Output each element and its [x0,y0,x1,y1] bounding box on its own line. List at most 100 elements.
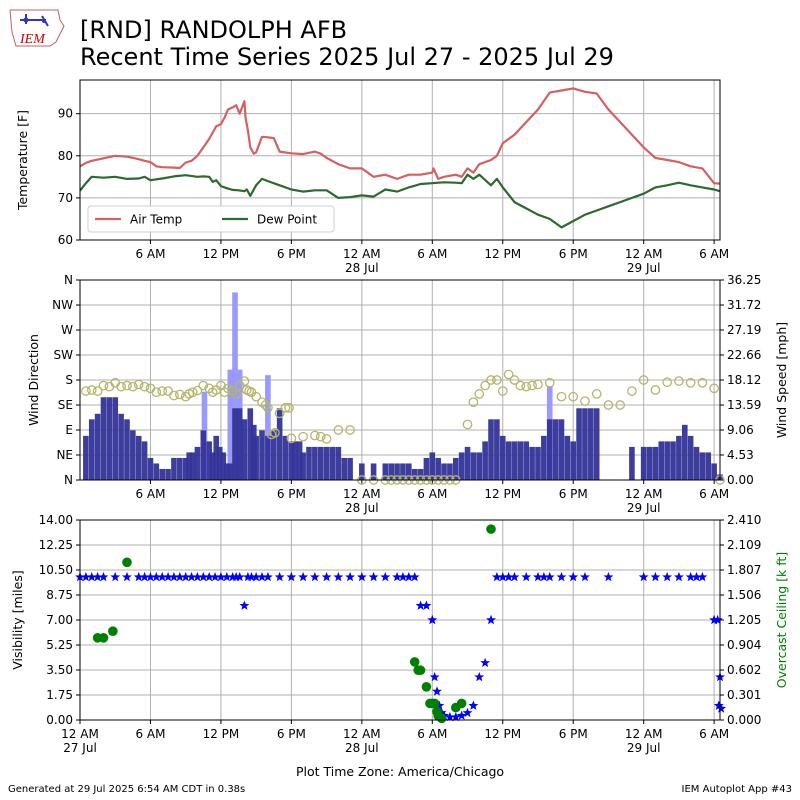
visibility-point [432,686,442,696]
vis-ylabel: Visibility [miles] [10,570,25,669]
speed-bar [341,457,348,480]
visibility-point [298,571,309,582]
direction-point [486,375,496,385]
temp-xtick-sublabel: 29 Jul [627,261,661,275]
wind-xtick-label: 12 AM [625,487,663,501]
direction-point [333,425,344,435]
speed-bar [317,446,324,480]
wind-y2tick-label: 0.00 [727,473,754,487]
speed-bar [323,446,330,480]
vis-xtick-label: 12 AM [343,727,381,741]
speed-bar [306,446,312,480]
wind-y2tick-label: 13.59 [727,398,761,412]
visibility-point [356,571,367,582]
vis-y2tick-label: 1.807 [727,563,761,577]
direction-point [709,383,719,394]
speed-bar [681,424,688,480]
direction-point [139,381,150,392]
speed-bar [276,408,283,480]
vis-xtick-label: 6 PM [277,727,306,741]
footer-generated: Generated at 29 Jul 2025 6:54 AM CDT in … [8,784,246,795]
temp-ytick-label: 70 [58,191,73,205]
speed-bar [629,446,635,480]
visibility-point [392,571,402,582]
speed-bar [711,463,717,480]
direction-point [263,402,273,413]
vis-y2tick-label: 0.301 [727,688,761,702]
speed-bar [705,452,712,480]
vis-y2tick-label: 1.506 [727,588,761,602]
speed-bar [470,452,477,480]
speed-bar [186,452,193,480]
visibility-point [429,671,440,682]
legend-label: Dew Point [257,213,317,227]
visibility-point [650,571,661,582]
speed-bar [441,463,447,480]
visibility-point [480,657,491,668]
speed-bar [511,441,518,480]
temp-xtick-label: 6 AM [699,247,729,261]
speed-bar [417,468,424,480]
direction-point [92,386,103,396]
visibility-point [186,571,197,582]
visibility-point [345,571,355,582]
series-line-dew-point [79,173,721,229]
temp-ytick-label: 60 [58,233,73,247]
speed-bar [406,463,412,480]
title-station: [RND] RANDOLPH AFB [80,16,348,44]
speed-bar [429,452,436,480]
wind-xtick-label: 6 PM [277,487,306,501]
temp-xtick-label: 12 PM [203,247,240,261]
visibility-point [538,571,549,582]
visibility-point [169,571,179,582]
visibility-point [497,571,508,582]
vis-y2tick-label: 0.000 [727,713,761,727]
wind-y2label: Wind Speed [mph] [774,322,789,438]
direction-point [315,431,326,442]
visibility-point [568,571,579,582]
visibility-point [427,614,438,625]
visibility-point [192,571,203,582]
speed-bar [452,457,459,480]
speed-bar [640,446,647,480]
vis-ytick-label: 5.25 [46,638,73,652]
speed-bar [499,435,506,480]
wind-ytick-label: SE [58,398,73,412]
direction-point [509,375,520,385]
direction-point [533,379,543,390]
wind-ytick-label: N [64,273,73,287]
ceiling-point [436,713,447,724]
visibility-point [638,571,649,582]
wind-ytick-label: W [61,323,73,337]
speed-bar [517,441,524,480]
speed-bar [435,457,441,480]
vis-xtick-label: 6 PM [559,727,588,741]
direction-point [198,380,209,391]
direction-point [480,380,490,391]
speed-bar [118,413,124,480]
vis-xtick-sublabel: 29 Jul [627,741,661,755]
vis-ytick-label: 12.25 [39,538,73,552]
ceiling-point [429,698,440,709]
direction-point [223,383,233,394]
iem-logo: IEM [9,9,65,47]
visibility-point [691,571,702,582]
speed-bar [232,408,238,480]
visibility-point [80,571,91,582]
visibility-point [257,571,267,582]
visibility-point [556,571,567,582]
speed-bar [296,441,303,480]
legend-label: Air Temp [130,213,182,227]
x-axis-label: Plot Time Zone: America/Chicago [296,764,504,779]
speed-bar [177,457,183,480]
direction-point [274,408,285,419]
speed-bar [223,463,230,480]
wind-y2tick-label: 31.72 [727,298,761,312]
temp-xtick-sublabel: 28 Jul [345,261,379,275]
speed-bar [209,452,216,480]
temp-ytick-label: 90 [58,107,73,121]
visibility-point [462,707,473,718]
direction-point [685,377,696,388]
wind-xtick-label: 12 PM [203,487,240,501]
